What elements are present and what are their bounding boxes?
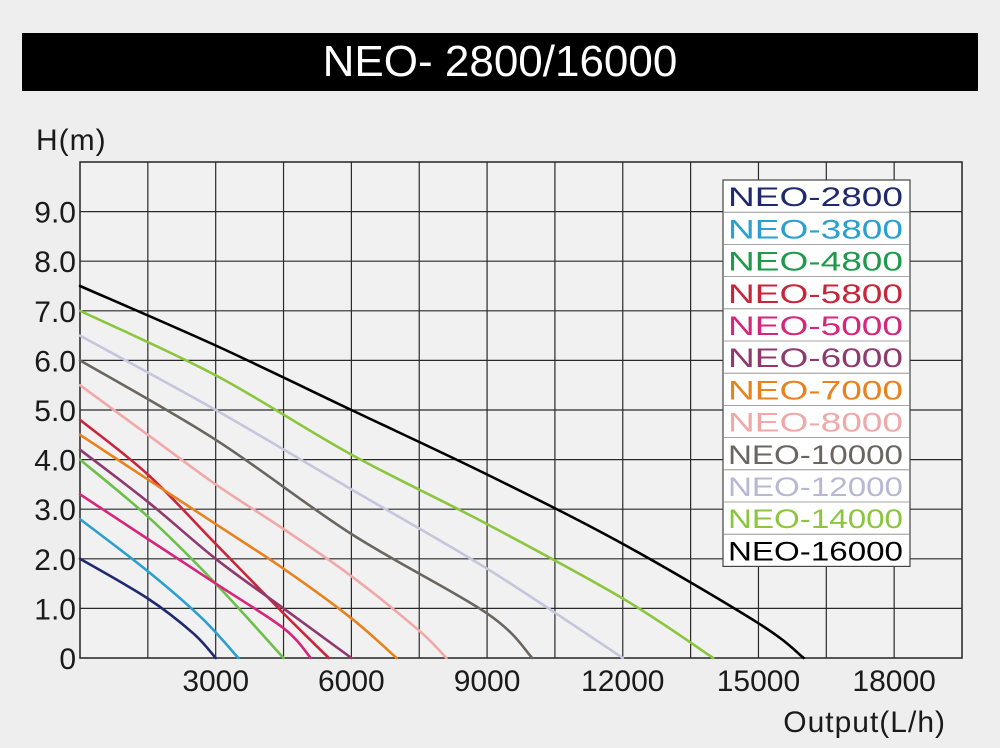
y-tick-labels: 0 1.0 2.0 3.0 4.0 5.0 6.0 7.0 8.0 9.0: [34, 197, 76, 676]
series-line-neo-3800: [78, 517, 240, 660]
series-line-neo-8000: [78, 383, 448, 660]
series-line-neo-10000: [78, 359, 534, 660]
y-tick-label: 6.0: [34, 345, 76, 378]
legend-entry-neo-5800: NEO-5800: [728, 279, 903, 309]
legend-entry-neo-12000: NEO-12000: [728, 472, 903, 502]
axis-titles: H(m) Output(L/h): [36, 124, 946, 739]
legend-entry-neo-4800: NEO-4800: [728, 247, 903, 277]
legend-entry-neo-5000: NEO-5000: [728, 311, 903, 341]
series-line-neo-2800: [78, 557, 217, 660]
chart-title-text: NEO- 2800/16000: [322, 37, 678, 86]
legend-entry-neo-2800: NEO-2800: [728, 182, 903, 212]
y-tick-label: 5.0: [34, 395, 76, 428]
x-tick-label: 15000: [717, 665, 800, 698]
x-axis-title: Output(L/h): [783, 706, 946, 739]
legend-entry-neo-10000: NEO-10000: [728, 440, 903, 470]
series-line-neo-7000: [78, 433, 398, 660]
x-tick-label: 12000: [581, 665, 664, 698]
x-tick-label: 18000: [852, 665, 935, 698]
chart-title: NEO- 2800/16000: [22, 33, 978, 91]
series-lines: [78, 284, 805, 660]
x-tick-label: 9000: [454, 665, 521, 698]
legend: NEO-2800NEO-3800NEO-4800NEO-5800NEO-5000…: [722, 179, 911, 567]
y-axis-title: H(m): [36, 124, 107, 157]
legend-entry-neo-6000: NEO-6000: [728, 343, 903, 373]
y-tick-label: 1.0: [34, 593, 76, 626]
y-tick-label: 4.0: [34, 445, 76, 478]
y-tick-label: 9.0: [34, 197, 76, 230]
series-line-neo-16000: [78, 284, 805, 660]
y-tick-label: 8.0: [34, 246, 76, 279]
x-tick-label: 6000: [318, 665, 385, 698]
legend-entry-neo-8000: NEO-8000: [728, 408, 903, 438]
series-line-neo-14000: [78, 309, 715, 660]
series-line-neo-12000: [78, 334, 625, 660]
series-line-neo-4800: [78, 458, 285, 660]
y-tick-label: 0: [59, 643, 76, 676]
x-tick-labels: 3000 6000 9000 12000 15000 18000: [182, 665, 936, 698]
series-line-neo-6000: [78, 448, 353, 660]
series-line-neo-5000: [78, 493, 312, 660]
legend-entry-neo-3800: NEO-3800: [728, 214, 903, 244]
y-tick-label: 7.0: [34, 296, 76, 329]
y-tick-label: 2.0: [34, 544, 76, 577]
x-tick-label: 3000: [182, 665, 249, 698]
series-line-neo-5800: [78, 418, 331, 660]
legend-entry-neo-14000: NEO-14000: [728, 504, 903, 534]
y-tick-label: 3.0: [34, 494, 76, 527]
legend-entry-neo-16000: NEO-16000: [728, 536, 903, 566]
legend-entry-neo-7000: NEO-7000: [728, 375, 903, 405]
